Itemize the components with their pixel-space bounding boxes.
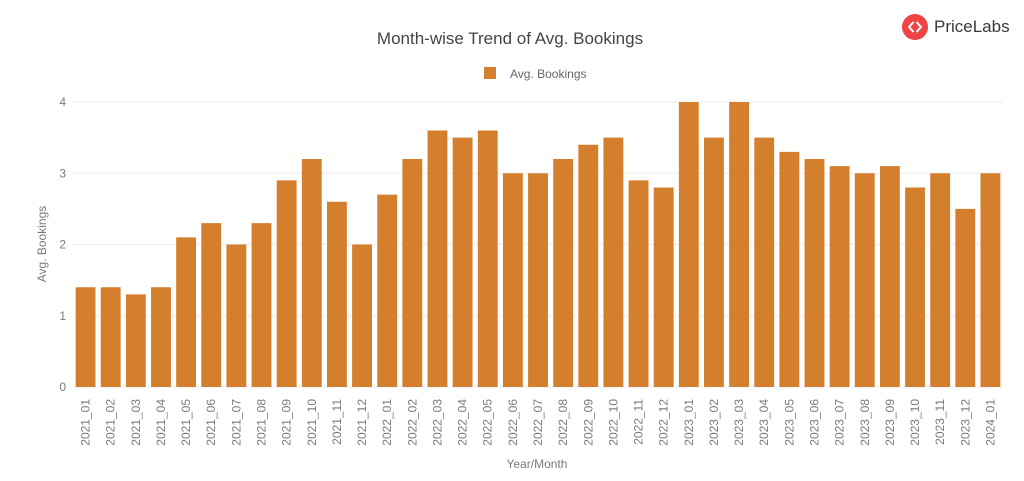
bar[interactable] [452, 137, 473, 387]
x-tick-label: 2021_01 [79, 399, 93, 446]
pricelabs-logo-icon [902, 14, 928, 40]
y-tick-label: 0 [59, 380, 66, 394]
x-tick-label: 2022_03 [430, 399, 444, 446]
x-tick-label: 2023_03 [732, 399, 746, 446]
x-tick-label: 2022_09 [581, 399, 595, 446]
bar[interactable] [402, 159, 423, 387]
bar[interactable] [276, 180, 297, 387]
bar[interactable] [352, 244, 372, 388]
x-tick-label: 2023_04 [757, 399, 771, 446]
y-tick-label: 1 [59, 309, 66, 323]
bar[interactable] [477, 130, 498, 388]
x-tick-label: 2022_11 [632, 399, 646, 445]
y-tick-label: 3 [59, 166, 66, 180]
bar[interactable] [879, 166, 900, 387]
x-tick-label: 2022_05 [481, 399, 495, 446]
x-tick-label: 2023_12 [958, 399, 972, 446]
bar[interactable] [955, 208, 976, 387]
bar[interactable] [125, 294, 146, 387]
x-tick-label: 2023_07 [833, 399, 847, 446]
x-tick-label: 2022_02 [405, 399, 419, 446]
y-tick-label: 2 [59, 238, 66, 252]
x-tick-label: 2021_07 [229, 399, 243, 446]
legend-label: Avg. Bookings [510, 67, 587, 81]
x-tick-label: 2022_07 [531, 399, 545, 446]
pricelabs-logo: PriceLabs [902, 14, 1010, 40]
bar[interactable] [75, 287, 96, 387]
x-tick-label: 2022_10 [606, 399, 620, 446]
bar[interactable] [930, 173, 951, 387]
bar[interactable] [804, 159, 825, 387]
bar[interactable] [704, 137, 724, 387]
x-tick-label: 2023_08 [858, 399, 872, 446]
x-tick-label: 2021_05 [179, 399, 193, 446]
bar[interactable] [854, 173, 875, 387]
bar[interactable] [226, 244, 247, 388]
x-tick-label: 2023_05 [782, 399, 796, 446]
x-axis-label: Year/Month [507, 457, 568, 471]
x-tick-label: 2022_06 [506, 399, 520, 446]
x-tick-label: 2024_01 [983, 399, 997, 446]
bar[interactable] [151, 287, 171, 387]
bar[interactable] [326, 201, 347, 387]
x-tick-label: 2022_12 [657, 399, 671, 446]
bar[interactable] [427, 130, 448, 388]
bar[interactable] [251, 223, 272, 387]
x-tick-label: 2023_01 [682, 399, 696, 446]
legend-swatch [484, 67, 496, 79]
x-tick-label: 2022_08 [556, 399, 570, 446]
bar[interactable] [980, 173, 1001, 387]
x-tick-label: 2021_10 [305, 399, 319, 446]
x-tick-label: 2023_11 [933, 399, 947, 445]
bar[interactable] [502, 173, 523, 387]
chart-title: Month-wise Trend of Avg. Bookings [377, 29, 643, 48]
bar[interactable] [754, 137, 775, 387]
brand-name: PriceLabs [934, 17, 1010, 36]
x-tick-label: 2021_06 [204, 399, 218, 446]
y-tick-label: 4 [59, 95, 66, 109]
bar[interactable] [829, 166, 850, 387]
x-tick-label: 2022_04 [456, 399, 470, 446]
bar[interactable] [653, 187, 674, 388]
bar[interactable] [729, 102, 750, 387]
x-tick-label: 2023_06 [807, 399, 821, 446]
x-tick-label: 2022_01 [380, 399, 394, 446]
bar[interactable] [176, 237, 197, 387]
bar[interactable] [779, 151, 800, 387]
legend[interactable]: Avg. Bookings [484, 67, 587, 81]
bar[interactable] [528, 173, 548, 387]
x-tick-label: 2021_08 [255, 399, 269, 446]
x-tick-label: 2021_02 [104, 399, 118, 446]
bar[interactable] [905, 187, 925, 388]
bar[interactable] [553, 159, 574, 387]
bar[interactable] [628, 180, 649, 387]
bar[interactable] [578, 144, 599, 387]
bar[interactable] [301, 159, 322, 387]
x-tick-label: 2021_12 [355, 399, 369, 446]
y-axis-label: Avg. Bookings [35, 206, 49, 283]
x-tick-label: 2023_02 [707, 399, 721, 446]
bar[interactable] [603, 137, 624, 387]
x-tick-label: 2021_03 [129, 399, 143, 446]
bar[interactable] [678, 102, 699, 387]
x-tick-label: 2021_04 [154, 399, 168, 446]
x-tick-label: 2023_09 [883, 399, 897, 446]
x-tick-label: 2021_09 [280, 399, 294, 446]
x-tick-label: 2023_10 [908, 399, 922, 446]
bar[interactable] [377, 194, 398, 387]
x-tick-label: 2021_11 [330, 399, 344, 445]
bar[interactable] [201, 223, 222, 387]
bar[interactable] [100, 287, 121, 387]
